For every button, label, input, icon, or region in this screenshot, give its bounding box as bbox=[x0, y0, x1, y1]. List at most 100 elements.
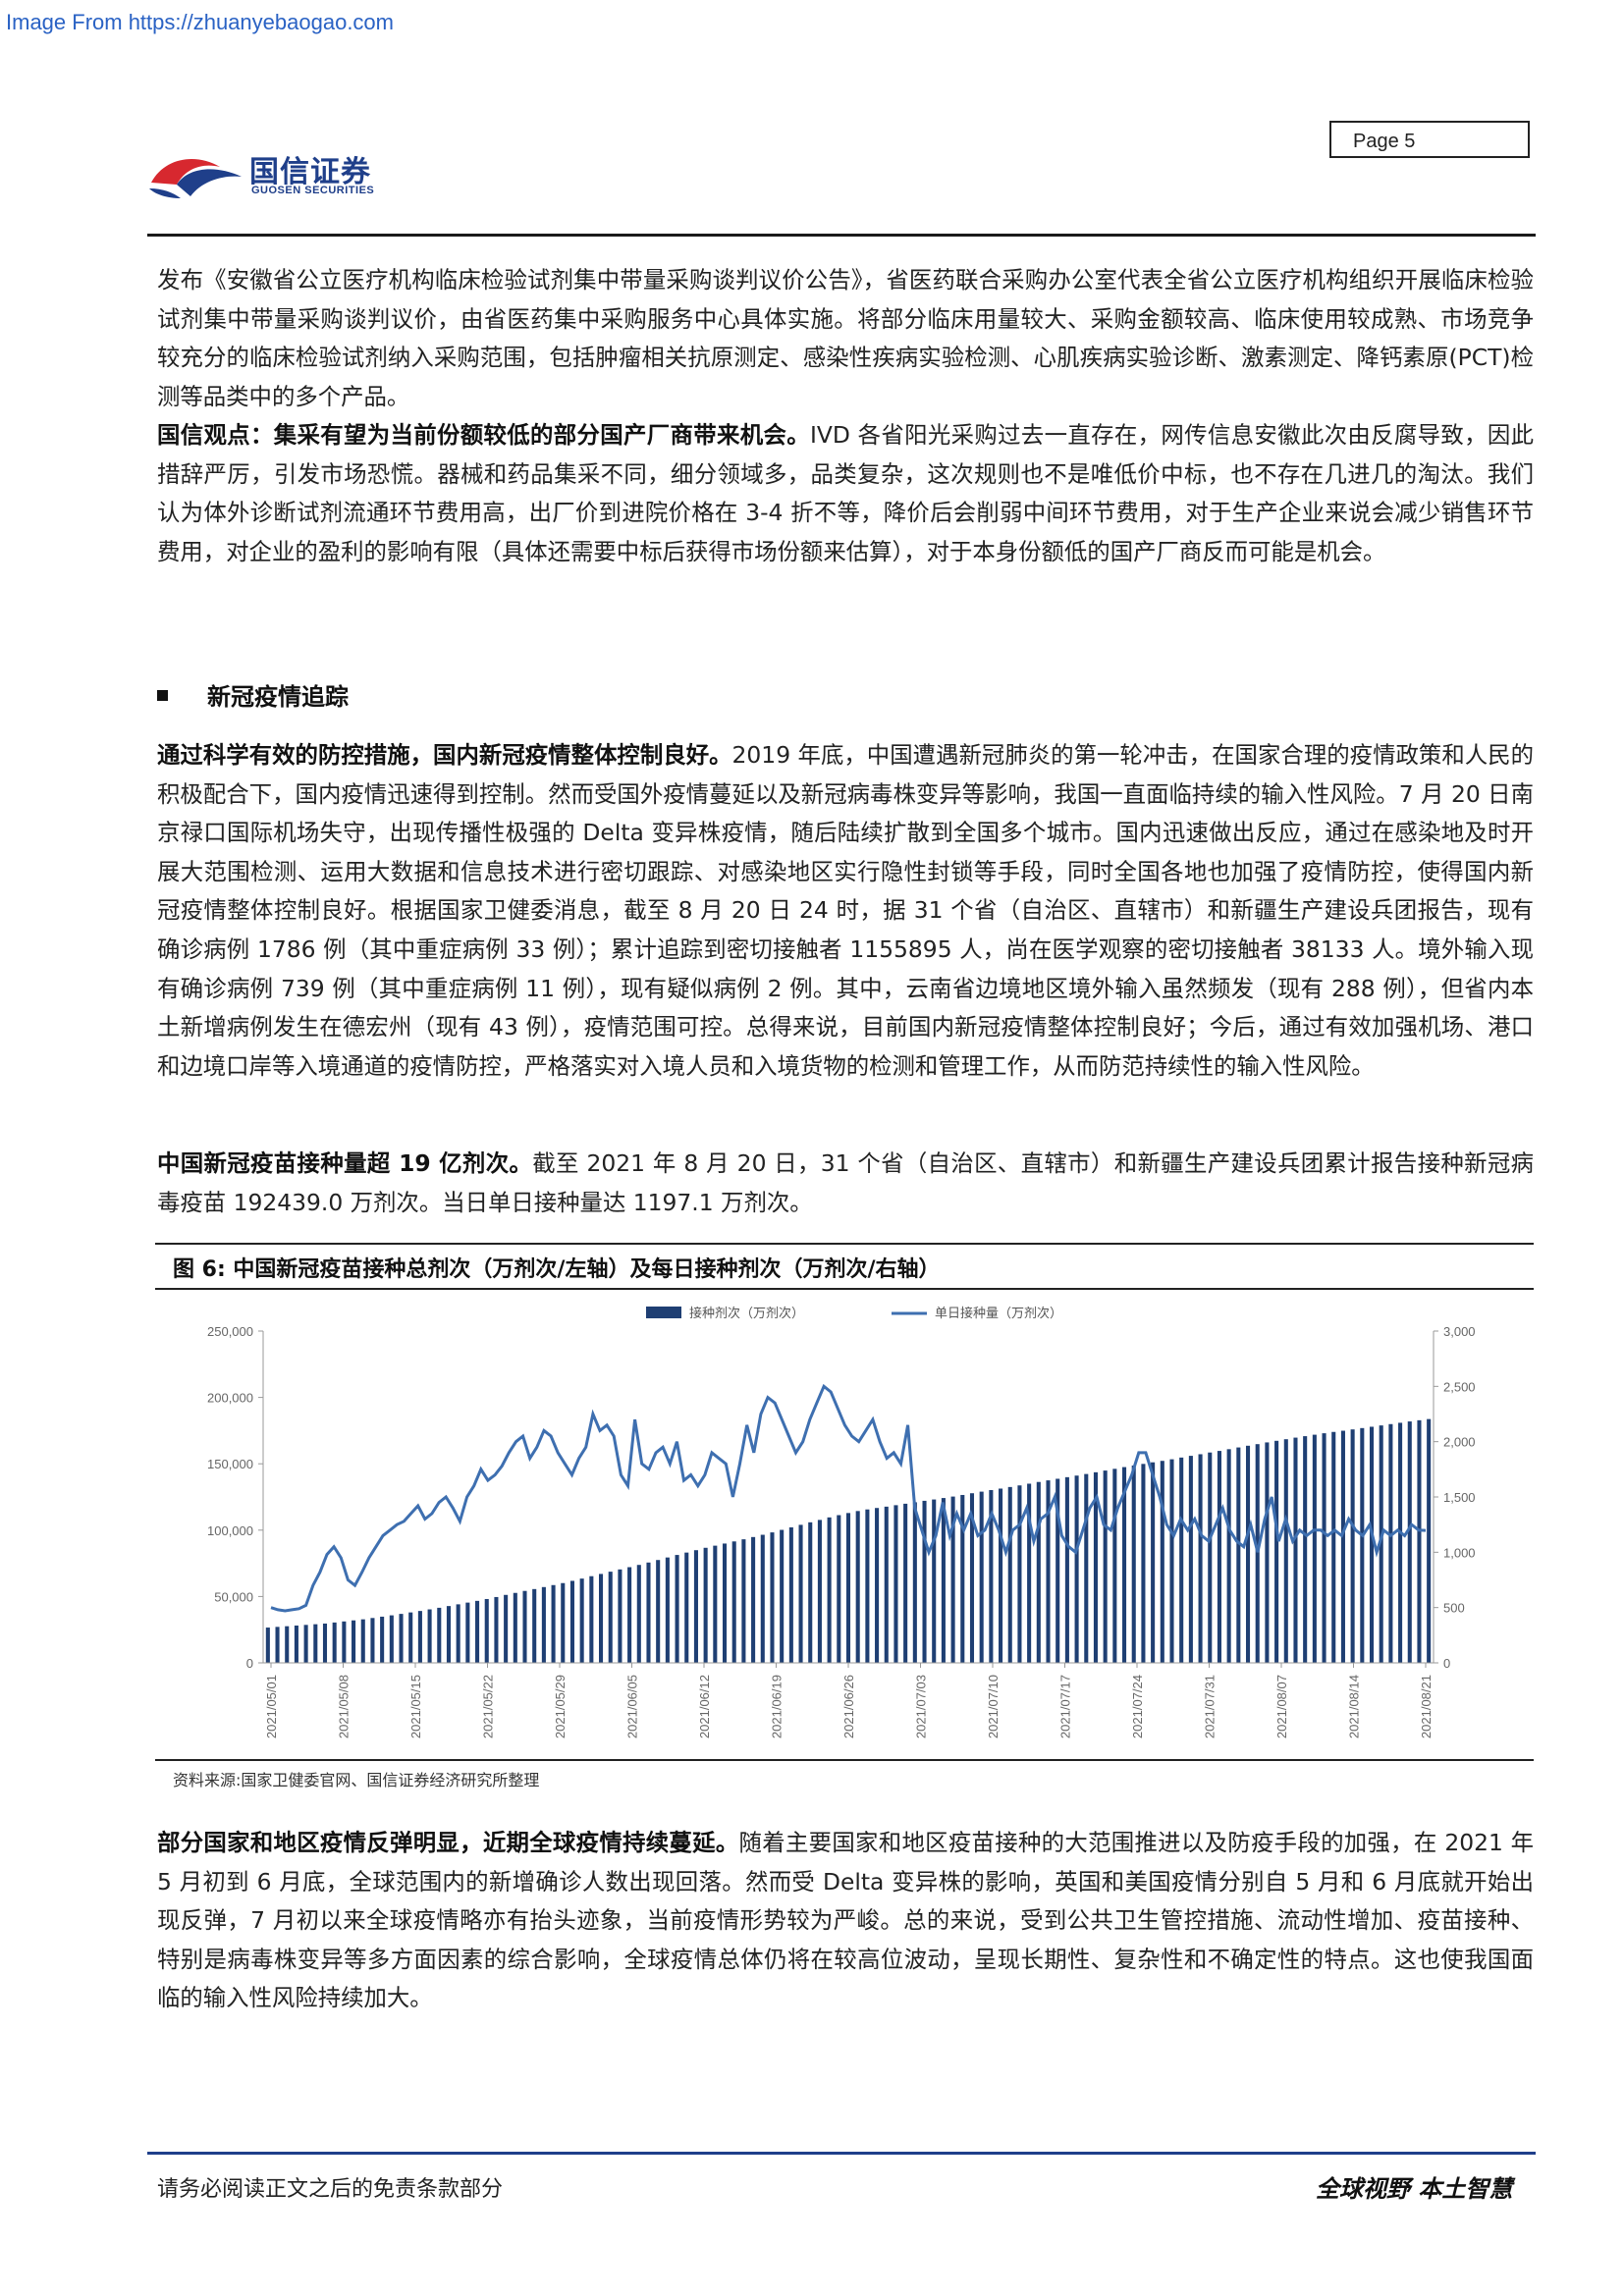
cumulative-doses-bar bbox=[893, 1505, 898, 1663]
cumulative-doses-bar bbox=[845, 1513, 851, 1663]
cumulative-doses-bar bbox=[808, 1522, 813, 1663]
cumulative-doses-bar bbox=[684, 1552, 689, 1663]
cumulative-doses-bar bbox=[760, 1534, 765, 1663]
paragraph-global-rebound: 部分国家和地区疫情反弹明显，近期全球疫情持续蔓延。随着主要国家和地区疫苗接种的大… bbox=[157, 1824, 1534, 2018]
cumulative-doses-bar bbox=[522, 1590, 527, 1663]
logo-chinese-name: 国信证券 bbox=[249, 155, 371, 189]
cumulative-doses-bar bbox=[1131, 1465, 1136, 1663]
section-bullet-icon bbox=[157, 689, 168, 701]
cumulative-doses-bar bbox=[875, 1508, 880, 1663]
cumulative-doses-bar bbox=[1245, 1445, 1251, 1663]
cumulative-doses-bar bbox=[475, 1600, 480, 1663]
paragraph-global-rebound-body: 随着主要国家和地区疫苗接种的大范围推进以及防疫手段的加强，在 2021 年 5 … bbox=[157, 1829, 1534, 2012]
cumulative-doses-bar bbox=[969, 1493, 975, 1663]
left-axis-tick-label: 0 bbox=[246, 1656, 253, 1671]
cumulative-doses-bar bbox=[589, 1575, 594, 1663]
cumulative-doses-bar bbox=[465, 1602, 470, 1663]
cumulative-doses-bar bbox=[855, 1511, 860, 1663]
left-axis-tick-label: 150,000 bbox=[207, 1457, 253, 1471]
cumulative-doses-bar bbox=[417, 1611, 422, 1663]
x-axis-tick-label: 2021/06/05 bbox=[625, 1675, 640, 1738]
cumulative-doses-bar bbox=[1369, 1426, 1375, 1663]
cumulative-doses-bar bbox=[788, 1526, 793, 1663]
cumulative-doses-bar bbox=[1427, 1418, 1432, 1663]
cumulative-doses-bar bbox=[1046, 1480, 1051, 1663]
paragraph-vaccination-lead: 中国新冠疫苗接种量超 19 亿剂次。 bbox=[157, 1149, 533, 1177]
right-axis-tick-label: 1,000 bbox=[1443, 1545, 1476, 1560]
left-axis-tick-label: 250,000 bbox=[207, 1324, 253, 1339]
guosen-logo-mark-icon bbox=[149, 159, 242, 198]
legend-bar-swatch bbox=[646, 1307, 681, 1318]
cumulative-doses-bar bbox=[646, 1562, 651, 1663]
paragraph-procurement: 发布《安徽省公立医疗机构临床检验试剂集中带量采购谈判议价公告》，省医药联合采购办… bbox=[157, 266, 1534, 410]
cumulative-doses-bar bbox=[675, 1555, 679, 1663]
cumulative-doses-bar bbox=[950, 1496, 955, 1663]
cumulative-doses-bar bbox=[780, 1529, 785, 1663]
x-axis-tick-label: 2021/05/15 bbox=[408, 1675, 423, 1738]
paragraph-domestic-control: 通过科学有效的防控措施，国内新冠疫情整体控制良好。2019 年底，中国遭遇新冠肺… bbox=[157, 736, 1534, 1086]
figure-bottom-rule bbox=[155, 1759, 1534, 1761]
cumulative-doses-bar bbox=[1398, 1422, 1403, 1663]
cumulative-doses-bar bbox=[303, 1625, 308, 1663]
cumulative-doses-bar bbox=[1217, 1451, 1221, 1663]
cumulative-doses-bar bbox=[1331, 1431, 1336, 1663]
cumulative-doses-bar bbox=[1407, 1421, 1412, 1663]
paragraph-guosen-view-body: IVD 各省阳光采购过去一直存在，网传信息安徽此次由反腐导致，因此措辞严厉，引发… bbox=[157, 421, 1534, 565]
cumulative-doses-bar bbox=[960, 1494, 965, 1663]
x-axis-tick-label: 2021/05/29 bbox=[553, 1675, 568, 1738]
paragraph-domestic-control-lead: 通过科学有效的防控措施，国内新冠疫情整体控制良好。 bbox=[157, 741, 732, 769]
cumulative-doses-bar bbox=[941, 1498, 946, 1663]
x-axis-tick-label: 2021/08/14 bbox=[1347, 1675, 1362, 1738]
cumulative-doses-bar bbox=[865, 1509, 870, 1663]
cumulative-doses-bar bbox=[504, 1594, 509, 1663]
cumulative-doses-bar bbox=[1417, 1419, 1422, 1663]
cumulative-doses-bar bbox=[912, 1502, 917, 1663]
paragraph-guosen-view: 国信观点：集采有望为当前份额较低的部分国产厂商带来机会。IVD 各省阳光采购过去… bbox=[157, 416, 1534, 571]
cumulative-doses-bar bbox=[294, 1626, 298, 1663]
cumulative-doses-bar bbox=[1283, 1439, 1288, 1663]
x-axis-tick-label: 2021/07/17 bbox=[1058, 1675, 1073, 1738]
cumulative-doses-bar bbox=[999, 1488, 1003, 1663]
footer-slogan: 全球视野 本土智慧 bbox=[1316, 2175, 1513, 2203]
cumulative-doses-bar bbox=[313, 1624, 318, 1663]
x-axis-tick-label: 2021/07/10 bbox=[986, 1675, 1001, 1738]
cumulative-doses-bar bbox=[1141, 1464, 1146, 1663]
x-axis-tick-label: 2021/05/22 bbox=[481, 1675, 496, 1738]
cumulative-doses-bar bbox=[1151, 1462, 1156, 1663]
cumulative-doses-bar bbox=[532, 1588, 537, 1663]
cumulative-doses-bar bbox=[827, 1517, 832, 1663]
cumulative-doses-bar bbox=[922, 1500, 927, 1663]
x-axis-tick-label: 2021/06/26 bbox=[841, 1675, 856, 1738]
cumulative-doses-bar bbox=[1074, 1475, 1079, 1663]
cumulative-doses-bar bbox=[332, 1622, 337, 1663]
x-axis-tick-label: 2021/07/24 bbox=[1130, 1675, 1145, 1738]
x-axis-tick-label: 2021/08/21 bbox=[1419, 1675, 1434, 1738]
cumulative-doses-bar bbox=[484, 1598, 489, 1663]
cumulative-doses-bar bbox=[1360, 1427, 1365, 1663]
cumulative-doses-bar bbox=[1064, 1476, 1069, 1663]
cumulative-doses-bar bbox=[551, 1584, 556, 1663]
x-axis-tick-label: 2021/06/19 bbox=[770, 1675, 785, 1738]
cumulative-doses-bar bbox=[731, 1541, 736, 1663]
paragraph-vaccination: 中国新冠疫苗接种量超 19 亿剂次。截至 2021 年 8 月 20 日，31 … bbox=[157, 1145, 1534, 1222]
x-axis-tick-label: 2021/06/12 bbox=[697, 1675, 712, 1738]
cumulative-doses-bar bbox=[627, 1567, 632, 1663]
cumulative-doses-bar bbox=[1303, 1436, 1308, 1663]
cumulative-doses-bar bbox=[817, 1520, 822, 1663]
paragraph-vaccination-body: 截至 2021 年 8 月 20 日，31 个省（自治区、直辖市）和新疆生产建设… bbox=[157, 1149, 1534, 1216]
legend-line-label: 单日接种量（万剂次） bbox=[935, 1306, 1062, 1321]
cumulative-doses-bar bbox=[494, 1596, 499, 1663]
cumulative-doses-bar bbox=[389, 1615, 394, 1663]
right-axis-tick-label: 500 bbox=[1443, 1601, 1465, 1616]
cumulative-doses-bar bbox=[1056, 1478, 1060, 1663]
cumulative-doses-bar bbox=[446, 1606, 452, 1663]
cumulative-doses-bar bbox=[1236, 1447, 1241, 1663]
paragraph-global-rebound-lead: 部分国家和地区疫情反弹明显，近期全球疫情持续蔓延。 bbox=[157, 1829, 739, 1856]
cumulative-doses-bar bbox=[561, 1582, 566, 1663]
figure-top-rule bbox=[155, 1243, 1534, 1245]
cumulative-doses-bar bbox=[1122, 1467, 1127, 1663]
cumulative-doses-bar bbox=[569, 1580, 574, 1663]
cumulative-doses-bar bbox=[989, 1489, 994, 1663]
right-axis-tick-label: 3,000 bbox=[1443, 1324, 1476, 1339]
cumulative-doses-bar bbox=[656, 1560, 661, 1663]
